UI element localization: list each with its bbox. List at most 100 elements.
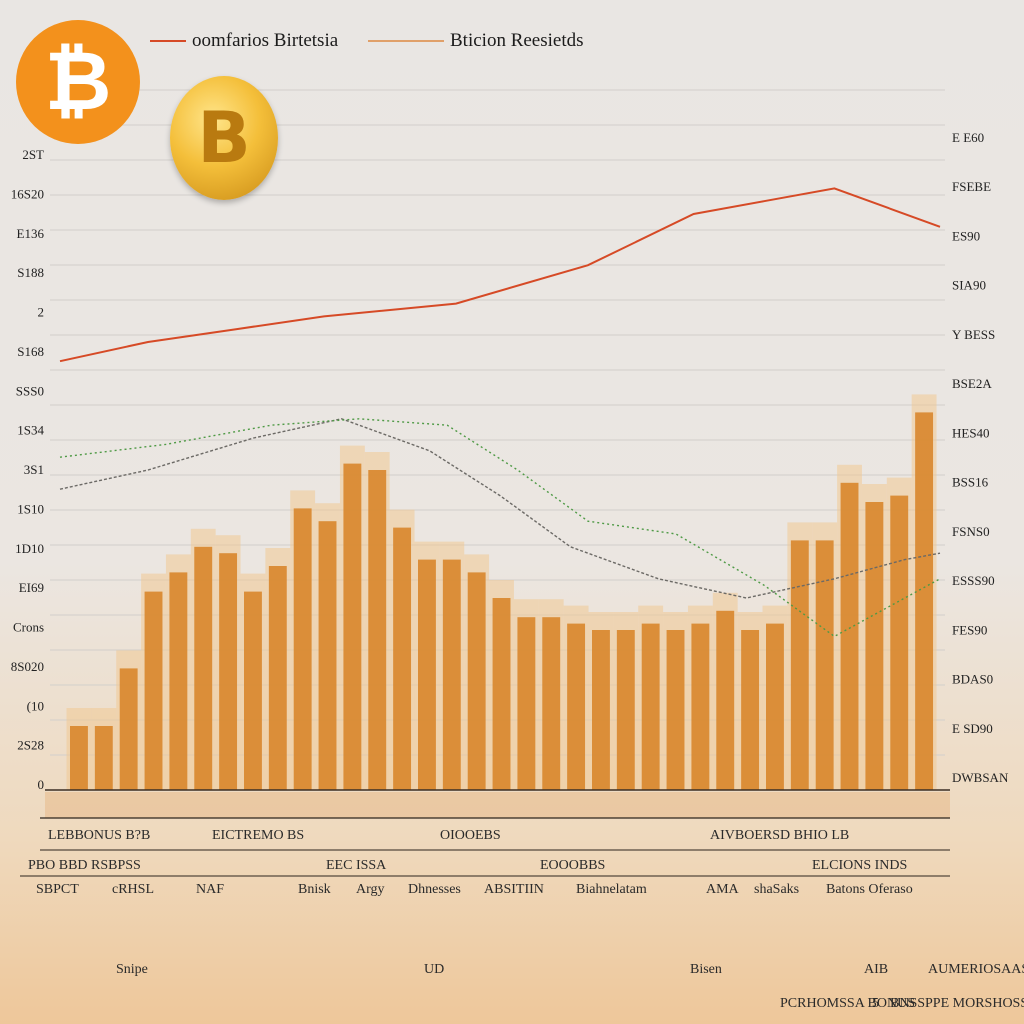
gold-coin-symbol: B: [197, 97, 251, 179]
bar: [343, 463, 362, 790]
y-tick-label-left: (10: [27, 698, 44, 713]
bar: [567, 623, 586, 790]
bar: [865, 502, 884, 790]
bar: [915, 412, 934, 790]
bars: [70, 412, 934, 790]
bar: [169, 572, 188, 790]
footer-text: EEC ISSA: [326, 858, 387, 873]
y-tick-label-right: E E60: [952, 130, 984, 145]
footer-text: Bnisk: [298, 882, 331, 897]
footer-text: LEBBONUS B?B: [48, 828, 151, 843]
footer-text: BNSSPPE MORSHOSSS: [890, 996, 1024, 1011]
legend-item-1: oomfarios Birtetsia: [150, 30, 338, 52]
bar: [442, 559, 461, 790]
bar: [790, 540, 809, 790]
footer-text: AMA: [706, 882, 739, 897]
bar: [144, 591, 163, 790]
y-tick-label-left: 0: [38, 777, 45, 792]
bar: [194, 546, 213, 790]
bar: [691, 623, 710, 790]
bar: [219, 553, 238, 790]
y-tick-label-left: E136: [17, 226, 45, 241]
y-tick-label-left: 2ST: [22, 147, 44, 162]
y-tick-label-right: BSE2A: [952, 376, 992, 391]
legend-swatch-2: [368, 40, 444, 42]
y-tick-label-right: HES40: [952, 425, 990, 440]
footer-text: ABSITIIN: [484, 882, 544, 897]
bar: [542, 617, 561, 790]
bar: [244, 591, 262, 790]
y-tick-label-left: 2: [38, 305, 45, 320]
bar: [840, 482, 859, 790]
footer-text: AIVBOERSD BHIO LB: [710, 828, 850, 843]
bar: [467, 572, 486, 790]
bar: [70, 726, 88, 790]
axis-noise-band: [45, 792, 950, 818]
footer-text: 5: [872, 996, 879, 1011]
bar: [666, 630, 685, 790]
legend-item-2: Bticion Reesietds: [368, 30, 584, 52]
legend-label-2: Bticion Reesietds: [450, 30, 584, 51]
footer-text: AIB: [864, 962, 889, 977]
y-tick-label-right: FES90: [952, 622, 987, 637]
line-series: [59, 418, 941, 638]
footer-text: Argy: [356, 882, 385, 897]
legend-label-1: oomfarios Birtetsia: [192, 30, 339, 51]
footer-text: Bisen: [690, 962, 722, 977]
bitcoin-gold-coin-icon: B: [170, 76, 278, 200]
y-axis-right: E E60 FSEBE ES90 SIA90 Y BESS BSE2A HES40 BSS16…: [952, 130, 1009, 785]
bar: [393, 527, 412, 790]
bar: [741, 630, 760, 790]
footer-text: UD: [424, 962, 445, 977]
y-tick-label-right: FSNS0: [952, 524, 990, 539]
y-tick-label-left: S188: [17, 265, 44, 280]
y-tick-label-right: Y BESS: [952, 327, 995, 342]
line-series: [59, 187, 941, 363]
y-tick-label-left: 8S020: [11, 659, 44, 674]
footer-text: EOOOBBS: [540, 858, 606, 873]
bar: [119, 668, 138, 790]
bar: [492, 598, 511, 790]
y-tick-label-right: BSS16: [952, 475, 989, 490]
footer-text: OIOOEBS: [440, 828, 501, 843]
bar: [641, 623, 660, 790]
y-axis-left: 2ST 16S20 E136 S188 2 S168 SSS0 1S34 3S1 1S10 1D10…: [11, 147, 45, 792]
legend-swatch-1: [150, 40, 186, 42]
line-series-group: [59, 187, 941, 638]
y-tick-label-left: 2S28: [17, 738, 44, 753]
y-tick-label-left: SSS0: [16, 383, 44, 398]
y-tick-label-left: 16S20: [11, 186, 44, 201]
footer-text: shaSaks: [754, 882, 800, 897]
bar: [616, 630, 635, 790]
line-series: [59, 418, 941, 599]
y-tick-label-left: EI69: [19, 580, 44, 595]
y-tick-label-left: Crons: [13, 620, 44, 635]
footer-text: Snipe: [116, 962, 148, 977]
y-tick-label-left: S168: [17, 344, 44, 359]
footer-text: Dhnesses: [408, 882, 461, 897]
bar: [517, 617, 536, 790]
bar: [766, 623, 784, 790]
y-tick-label-left: 3S1: [24, 462, 44, 477]
bar: [890, 495, 909, 790]
bitcoin-icon: ₿: [16, 20, 140, 144]
bar: [418, 559, 436, 790]
y-tick-label-right: ES90: [952, 228, 980, 243]
bar: [318, 521, 337, 790]
footer-text: PCRHOMSSA BONUS: [780, 996, 915, 1011]
footer-text: NAF: [196, 882, 225, 897]
bar: [368, 470, 387, 790]
footer-text: Biahnelatam: [576, 882, 647, 897]
footer-text: cRHSL: [112, 882, 154, 897]
y-tick-label-left: 1S10: [17, 501, 44, 516]
bar: [592, 630, 610, 790]
bitcoin-symbol: ₿: [44, 34, 112, 129]
y-tick-label-right: E SD90: [952, 721, 993, 736]
bar: [293, 508, 312, 790]
footer-text: Batons Oferaso: [826, 882, 913, 897]
bar: [94, 726, 113, 790]
y-tick-label-right: BDAS0: [952, 672, 993, 687]
bar: [268, 566, 287, 790]
bar: [716, 610, 735, 790]
footer-text: AUMERIOSAASSE: [928, 962, 1024, 977]
